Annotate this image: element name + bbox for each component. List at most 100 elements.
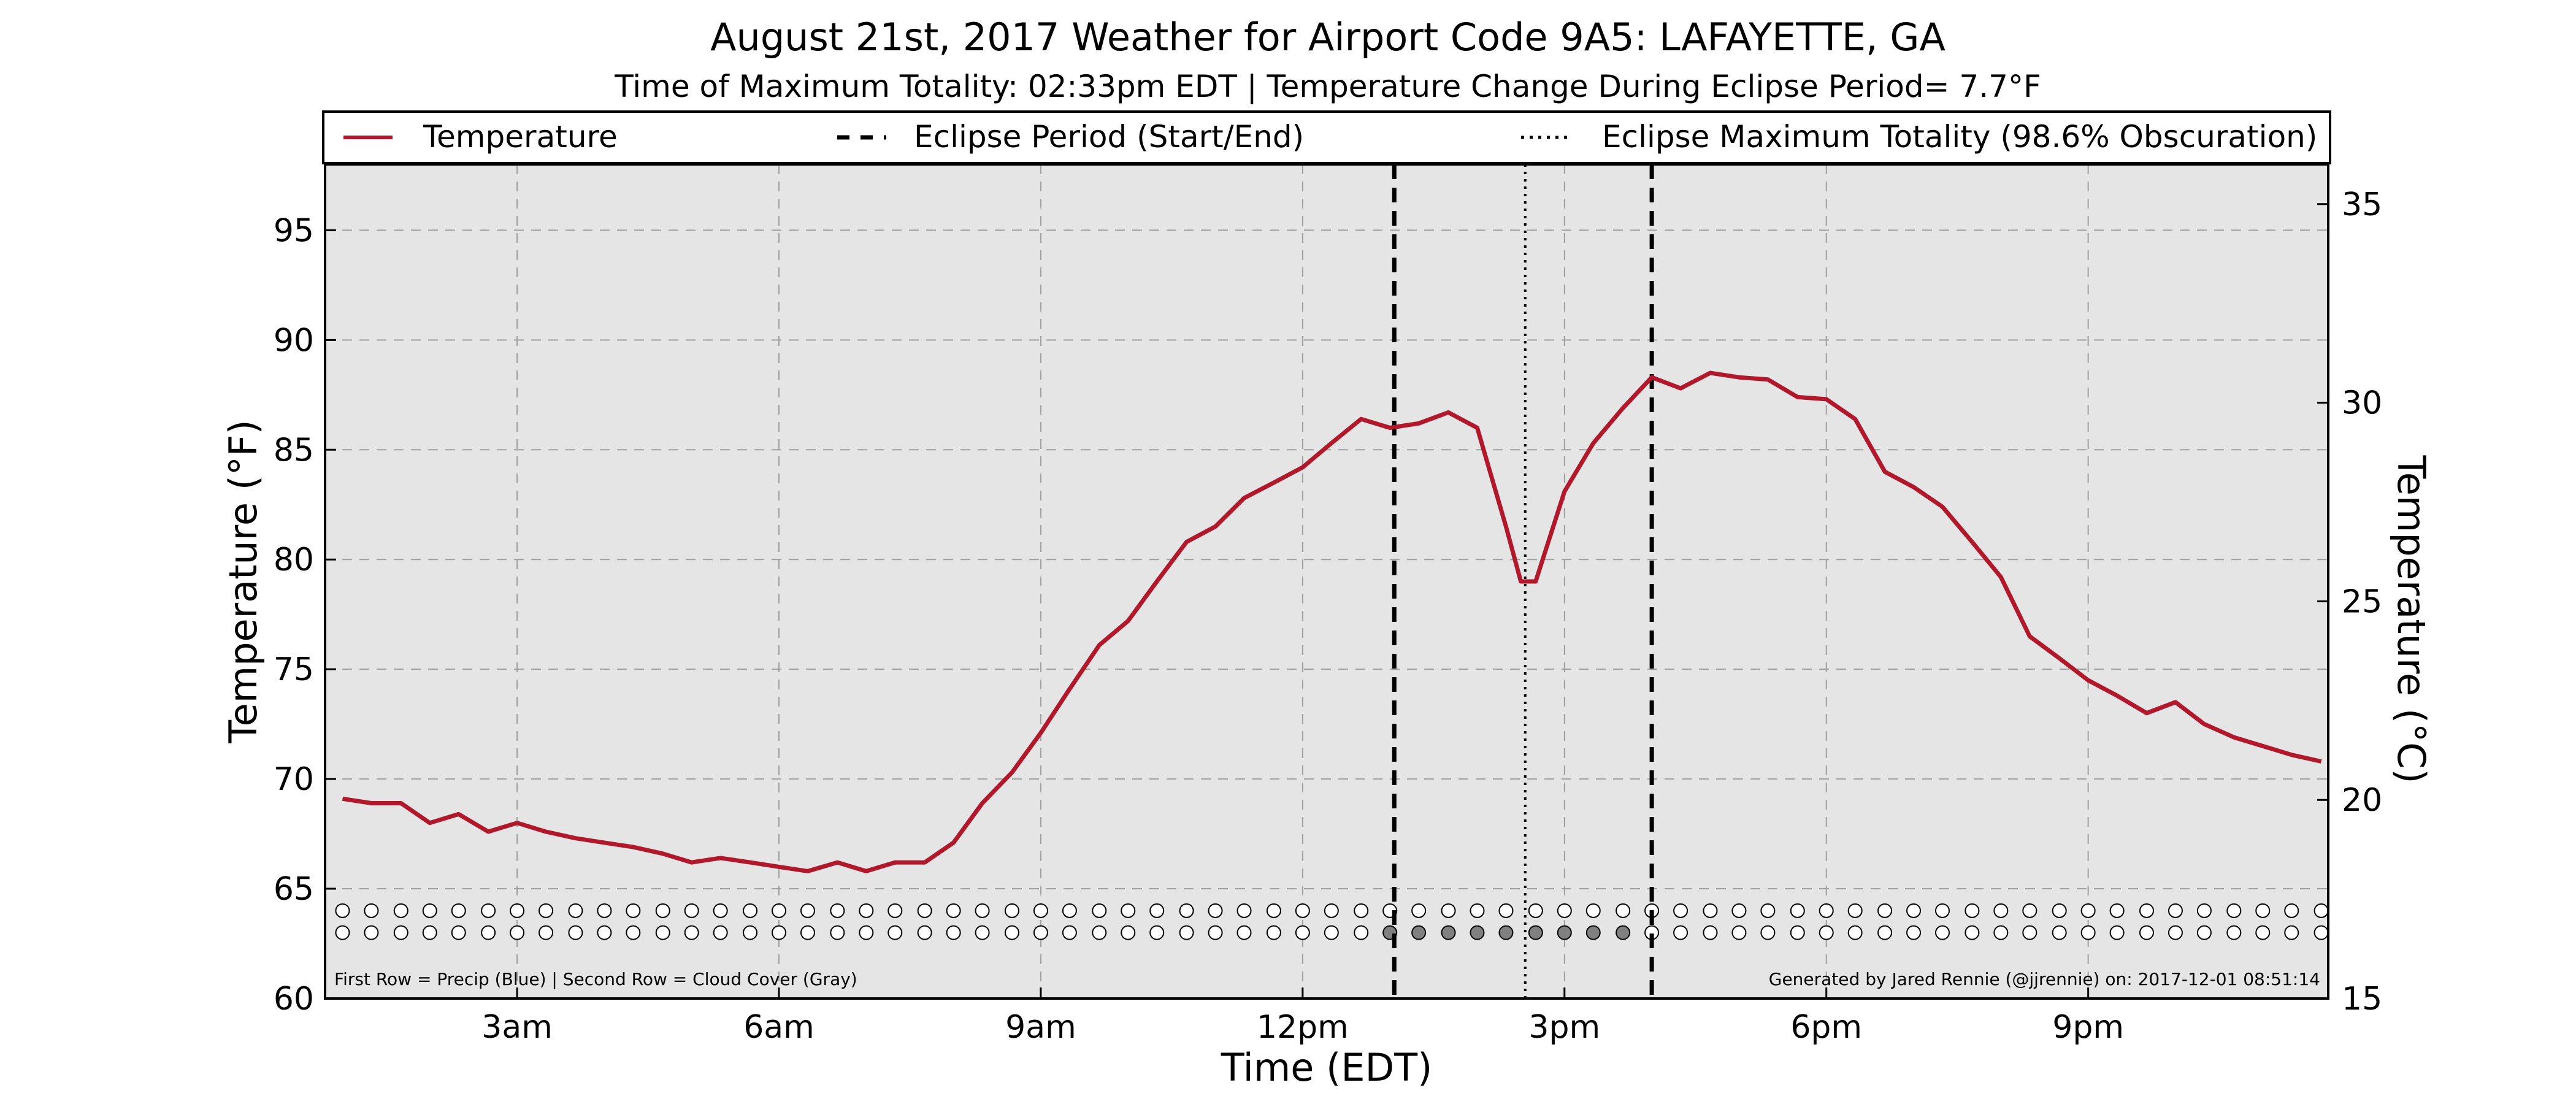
- precip-indicator: [1993, 903, 2009, 918]
- cloud-cover-indicator: [1498, 925, 1514, 940]
- cloud-cover-indicator: [1703, 925, 1718, 940]
- precip-indicator: [1557, 903, 1572, 918]
- cloud-cover-indicator: [1819, 925, 1834, 940]
- cloud-cover-indicator: [1731, 925, 1747, 940]
- cloud-cover-indicator: [1790, 925, 1805, 940]
- cloud-cover-indicator: [2313, 925, 2329, 940]
- cloud-cover-indicator: [1324, 925, 1339, 940]
- cloud-cover-indicator: [364, 925, 379, 940]
- cloud-cover-indicator: [887, 925, 903, 940]
- precip-indicator: [1847, 903, 1863, 918]
- precip-indicator: [481, 903, 496, 918]
- precip-indicator: [626, 903, 641, 918]
- cloud-cover-indicator: [1673, 925, 1689, 940]
- cloud-cover-indicator: [539, 925, 554, 940]
- cloud-cover-indicator: [393, 925, 408, 940]
- x-tick-label: 12pm: [1257, 1009, 1349, 1046]
- y-tick-label: 70: [274, 761, 314, 798]
- cloud-cover-indicator: [481, 925, 496, 940]
- precip-indicator: [946, 903, 961, 918]
- cloud-cover-indicator: [1934, 925, 1950, 940]
- precip-indicator: [772, 903, 787, 918]
- cloud-cover-indicator: [2284, 925, 2299, 940]
- precip-indicator: [1411, 903, 1427, 918]
- cloud-cover-indicator: [1760, 925, 1776, 940]
- precip-indicator: [2226, 903, 2242, 918]
- x-tick-label: 9pm: [2052, 1009, 2124, 1046]
- precip-indicator: [2080, 903, 2096, 918]
- cloud-cover-indicator: [2022, 925, 2037, 940]
- cloud-cover-indicator: [1092, 925, 1107, 940]
- cloud-cover-indicator: [2196, 925, 2212, 940]
- cloud-cover-indicator: [597, 925, 612, 940]
- y-tick-label: 85: [274, 432, 314, 469]
- plot-frame: [324, 163, 2329, 1000]
- cloud-cover-indicator: [1993, 925, 2009, 940]
- cloud-cover-indicator: [1033, 925, 1048, 940]
- cloud-cover-indicator: [655, 925, 670, 940]
- precip-indicator: [1877, 903, 1893, 918]
- y-right-tick-label: 25: [2342, 583, 2382, 620]
- cloud-cover-indicator: [2226, 925, 2242, 940]
- precip-indicator: [510, 903, 525, 918]
- temperature-line: [342, 370, 2322, 873]
- cloud-cover-indicator: [2168, 925, 2183, 940]
- y-tick-label: 95: [274, 212, 314, 249]
- cloud-cover-indicator: [975, 925, 990, 940]
- plot-area: [325, 164, 2328, 999]
- cloud-cover-indicator: [1354, 925, 1369, 940]
- x-tick-label: 3pm: [1528, 1009, 1600, 1046]
- precip-indicator: [568, 903, 583, 918]
- precip-indicator: [597, 903, 612, 918]
- precip-indicator: [2168, 903, 2183, 918]
- precip-indicator: [1616, 903, 1631, 918]
- precip-indicator: [451, 903, 466, 918]
- cloud-cover-indicator: [1295, 925, 1310, 940]
- precip-indicator: [364, 903, 379, 918]
- cloud-cover-indicator: [2080, 925, 2096, 940]
- cloud-cover-indicator: [1847, 925, 1863, 940]
- cloud-cover-indicator: [1179, 925, 1194, 940]
- precip-indicator: [1004, 903, 1019, 918]
- legend-label-eclipse-period: Eclipse Period (Start/End): [914, 119, 1304, 155]
- chart-subtitle: Time of Maximum Totality: 02:33pm EDT | …: [614, 69, 2041, 104]
- cloud-cover-indicator: [772, 925, 787, 940]
- y-axis-label-left: Temperature (°F): [221, 420, 266, 743]
- x-tick-label: 6am: [743, 1009, 815, 1046]
- cloud-cover-indicator: [626, 925, 641, 940]
- grid: [325, 164, 2328, 999]
- cloud-cover-indicator: [1149, 925, 1165, 940]
- y-tick-label: 75: [274, 651, 314, 688]
- x-tick-label: 3am: [481, 1009, 553, 1046]
- precip-indicator: [2284, 903, 2299, 918]
- precip-indicator: [1033, 903, 1048, 918]
- cloud-cover-indicator: [859, 925, 874, 940]
- cloud-cover-indicator: [1266, 925, 1281, 940]
- precip-indicator: [1236, 903, 1252, 918]
- precip-indicator: [800, 903, 815, 918]
- cloud-cover-indicator: [2255, 925, 2271, 940]
- precip-indicator: [975, 903, 990, 918]
- precip-indicator: [2313, 903, 2329, 918]
- precip-indicator: [2109, 903, 2125, 918]
- precip-indicator: [1673, 903, 1689, 918]
- cloud-cover-indicator: [684, 925, 699, 940]
- precip-indicator: [743, 903, 758, 918]
- legend-box: [322, 110, 2331, 164]
- precip-indicator: [422, 903, 437, 918]
- precip-indicator: [1906, 903, 1922, 918]
- cloud-cover-indicator: [1121, 925, 1136, 940]
- precip-indicator: [335, 903, 350, 918]
- precip-indicator: [1179, 903, 1194, 918]
- footnote-right: Generated by Jared Rennie (@jjrennie) on…: [1769, 969, 2320, 989]
- precip-indicator: [684, 903, 699, 918]
- chart-title: August 21st, 2017 Weather for Airport Co…: [710, 15, 1945, 59]
- precip-indicator: [1934, 903, 1950, 918]
- precip-indicator: [393, 903, 408, 918]
- cloud-cover-indicator: [1616, 925, 1631, 940]
- axis-ticks: 60 65 70 75 80 85 90 95 15 20 25 30 35 3am 6am 9am 12pm 3…: [274, 186, 2382, 1046]
- cloud-cover-indicator: [1208, 925, 1223, 940]
- y-right-tick-label: 15: [2342, 981, 2382, 1018]
- cloud-cover-indicator: [510, 925, 525, 940]
